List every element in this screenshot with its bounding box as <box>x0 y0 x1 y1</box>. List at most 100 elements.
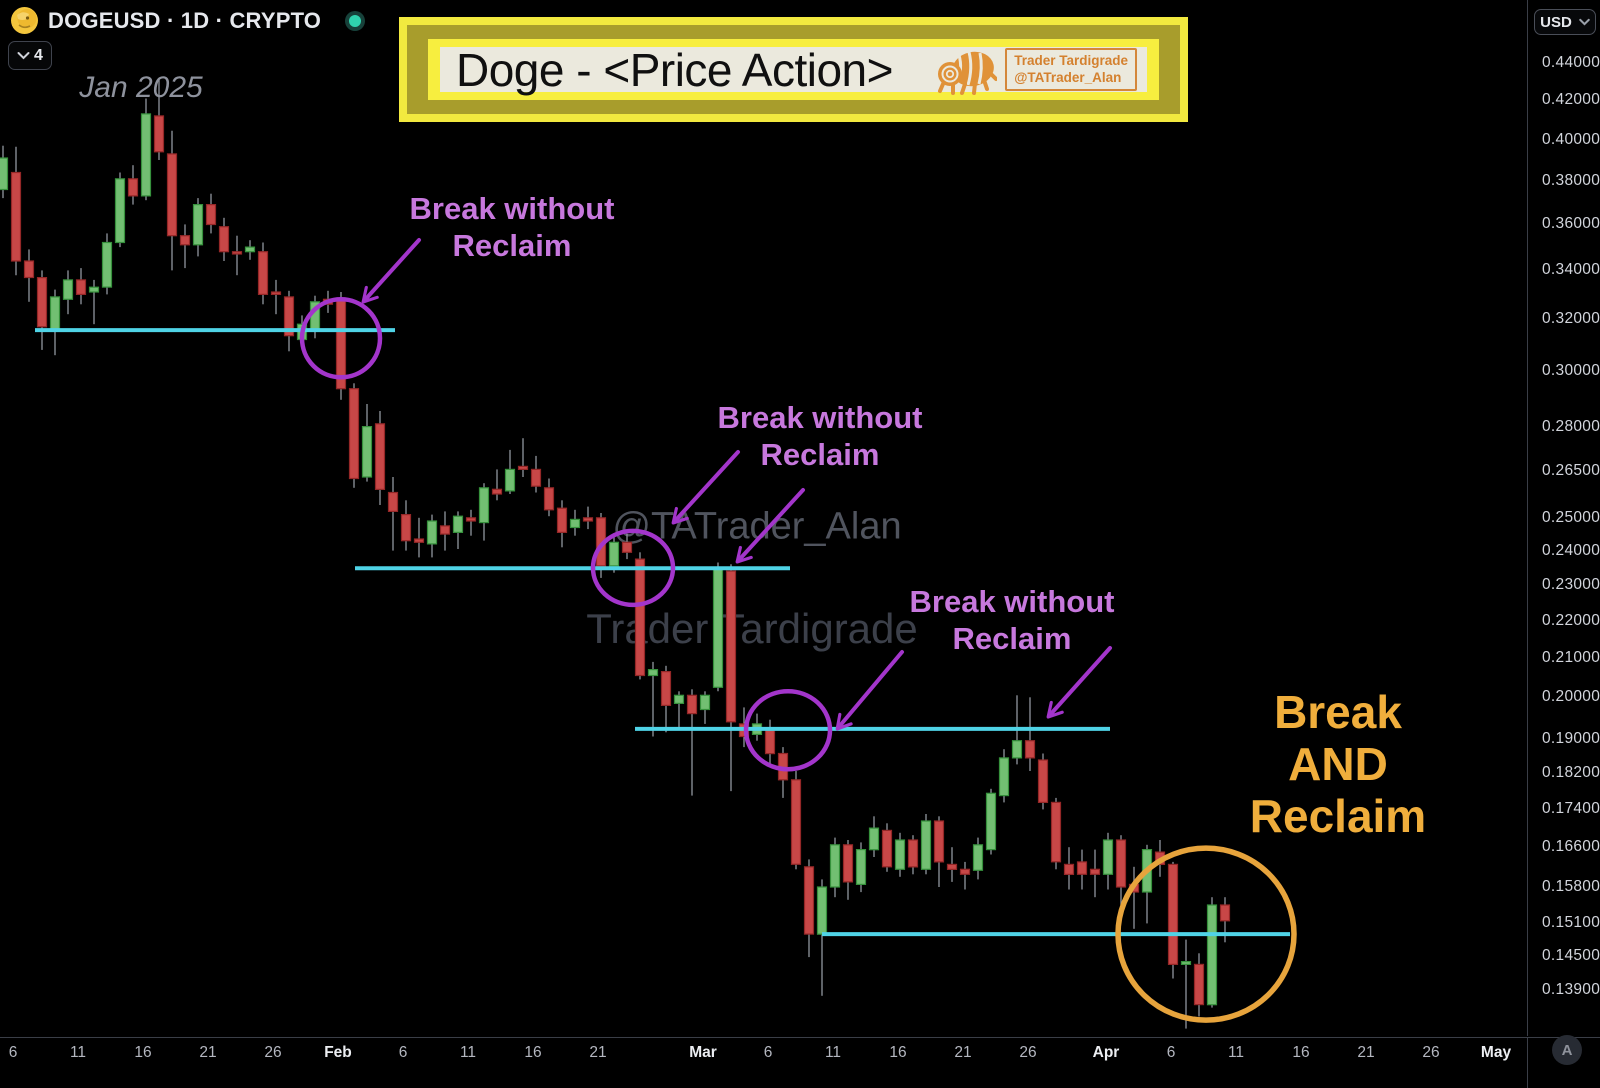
candle <box>764 719 776 767</box>
candle <box>231 235 243 276</box>
candle <box>868 816 880 857</box>
currency-toggle-button[interactable]: USD <box>1534 9 1596 35</box>
brand-name: Trader Tardigrade <box>1014 52 1128 68</box>
price-tick-label: 0.25000 <box>1542 508 1600 526</box>
candle <box>673 691 685 731</box>
price-tick-label: 0.21000 <box>1542 649 1600 667</box>
price-tick-label: 0.19000 <box>1542 729 1600 747</box>
candle <box>790 771 802 870</box>
candle <box>660 665 672 733</box>
candle <box>452 511 464 549</box>
price-tick-label: 0.26500 <box>1542 461 1600 479</box>
annotation-circle[interactable] <box>299 297 383 380</box>
candle <box>842 840 854 900</box>
time-tick-label: 6 <box>8 1044 18 1061</box>
price-tick-label: 0.20000 <box>1542 688 1600 706</box>
candle <box>933 816 945 887</box>
candle <box>348 383 360 488</box>
candle <box>0 145 9 199</box>
time-axis[interactable]: 6 11 16 21 26 Feb 6 11 16 21 Mar 6 11 16 21 26 Apr 6 11 16 2… <box>0 1037 1600 1088</box>
price-tick-label: 0.22000 <box>1542 611 1600 629</box>
account-button[interactable]: A <box>1552 1035 1582 1065</box>
candle <box>647 661 659 737</box>
candle <box>816 879 828 996</box>
time-tick-label: 26 <box>1019 1044 1037 1061</box>
chevron-down-icon <box>17 52 30 60</box>
market-status-dot-icon[interactable] <box>344 10 366 32</box>
candle <box>556 500 568 548</box>
candle <box>621 534 633 560</box>
time-tick-label: 16 <box>134 1044 152 1061</box>
candle <box>959 861 971 890</box>
break-without-reclaim-label[interactable]: Break without Reclaim <box>909 584 1115 656</box>
candle <box>699 691 711 724</box>
annotation-arrow[interactable] <box>735 488 805 564</box>
candle <box>491 469 503 501</box>
candle <box>179 224 191 269</box>
chart-area[interactable]: @TATrader_Alan Trader Tardigrade Break w… <box>0 0 1527 1036</box>
tardigrade-logo-icon <box>938 51 998 95</box>
time-tick-label: 16 <box>524 1044 542 1061</box>
annotation-arrows-layer <box>361 238 1112 731</box>
candle <box>257 242 269 305</box>
drawings-count-value: 4 <box>34 46 43 64</box>
candle <box>894 832 906 877</box>
annotation-circle[interactable] <box>743 688 833 772</box>
price-tick-label: 0.14500 <box>1542 947 1600 964</box>
candle <box>283 290 295 352</box>
candle <box>1102 832 1114 890</box>
candle <box>205 193 217 234</box>
candle <box>153 77 165 160</box>
candle <box>1050 797 1062 870</box>
time-tick-label: 6 <box>763 1044 773 1061</box>
candle <box>920 814 932 875</box>
candle <box>829 837 841 898</box>
dogecoin-icon <box>11 7 38 34</box>
banner-title-text: Doge - <Price Action> <box>456 43 893 96</box>
currency-label: USD <box>1540 13 1572 31</box>
annotation-circle[interactable] <box>1115 845 1297 1023</box>
candle <box>36 270 48 350</box>
price-tick-label: 0.24000 <box>1542 541 1600 559</box>
axis-corner-divider <box>1527 1037 1528 1088</box>
chevron-down-icon <box>1579 18 1590 26</box>
annotation-arrow[interactable] <box>1046 646 1112 719</box>
symbol-title-row[interactable]: DOGEUSD · 1D · CRYPTO <box>10 6 366 35</box>
annotation-arrow[interactable] <box>835 650 904 731</box>
candle <box>1115 835 1127 905</box>
annotation-circles-layer <box>299 297 1297 1023</box>
price-tick-label: 0.40000 <box>1542 130 1600 148</box>
annotation-circle[interactable] <box>590 528 676 608</box>
annotation-arrow[interactable] <box>671 450 740 525</box>
time-tick-label: Apr <box>1092 1044 1120 1061</box>
price-axis[interactable]: USD 0.44000 0.42000 0.40000 0.38000 0.36000 0… <box>1527 0 1600 1036</box>
candles-layer <box>0 77 1231 1029</box>
banner-content: Doge - <Price Action> <box>440 44 1147 96</box>
candle <box>1063 847 1075 890</box>
title-banner: Doge - <Price Action> <box>399 17 1188 122</box>
symbol-title: DOGEUSD · 1D · CRYPTO <box>48 7 322 33</box>
candle <box>1128 866 1140 929</box>
candle <box>972 837 984 880</box>
break-without-reclaim-label[interactable]: Break without Reclaim <box>717 400 923 472</box>
support-lines-layer <box>35 328 1290 937</box>
candle <box>166 130 178 271</box>
drawings-count-button[interactable]: 4 <box>8 41 52 70</box>
candle <box>517 438 529 477</box>
candle <box>1076 849 1088 890</box>
break-without-reclaim-label[interactable]: Break without Reclaim <box>409 191 615 263</box>
time-tick-label: 21 <box>954 1044 972 1061</box>
annotation-arrow[interactable] <box>361 238 421 304</box>
price-tick-label: 0.36000 <box>1542 215 1600 233</box>
candle <box>439 511 451 551</box>
candle <box>1089 849 1101 898</box>
price-tick-label: 0.16600 <box>1542 838 1600 856</box>
time-tick-label: 11 <box>1227 1044 1245 1061</box>
candle <box>244 240 256 260</box>
price-tick-label: 0.30000 <box>1542 362 1600 380</box>
candle <box>1193 953 1205 1017</box>
break-and-reclaim-label[interactable]: Break AND Reclaim <box>1249 686 1427 842</box>
price-tick-label: 0.23000 <box>1542 575 1600 593</box>
time-tick-label: May <box>1480 1044 1512 1061</box>
time-tick-label: Mar <box>689 1044 717 1061</box>
